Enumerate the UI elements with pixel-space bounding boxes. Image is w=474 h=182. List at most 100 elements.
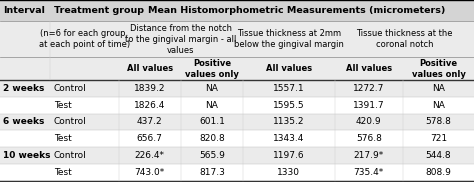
Bar: [118, 21, 181, 57]
Bar: [181, 97, 243, 114]
Text: 1135.2: 1135.2: [273, 117, 305, 126]
Bar: [0, 114, 50, 130]
Text: 721: 721: [430, 134, 447, 143]
Bar: [0, 21, 50, 57]
Bar: [0, 97, 50, 114]
Text: Positive
values only: Positive values only: [185, 59, 239, 79]
Text: 735.4*: 735.4*: [354, 168, 384, 177]
Bar: [0, 57, 50, 80]
Bar: [403, 21, 474, 57]
Bar: [118, 130, 181, 147]
Text: 576.8: 576.8: [356, 134, 382, 143]
Bar: [118, 97, 181, 114]
Text: Positive
values only: Positive values only: [411, 59, 465, 79]
Text: Control: Control: [54, 151, 86, 160]
Bar: [335, 57, 403, 80]
Bar: [243, 21, 335, 57]
Bar: [335, 130, 403, 147]
Text: Tissue thickness at 2mm
below the gingival margin: Tissue thickness at 2mm below the gingiv…: [234, 29, 344, 49]
Text: Test: Test: [54, 101, 72, 110]
Bar: [403, 164, 474, 181]
Bar: [181, 114, 243, 130]
Text: 1272.7: 1272.7: [353, 84, 384, 93]
Bar: [118, 80, 181, 97]
Text: Control: Control: [54, 117, 86, 126]
Bar: [181, 21, 243, 57]
Text: Test: Test: [54, 134, 72, 143]
Bar: [50, 97, 119, 114]
Text: Interval: Interval: [3, 6, 45, 15]
Text: 1330: 1330: [277, 168, 301, 177]
Text: 10 weeks: 10 weeks: [3, 151, 51, 160]
Bar: [50, 147, 119, 164]
Bar: [0, 0, 50, 21]
Bar: [118, 114, 181, 130]
Text: 817.3: 817.3: [199, 168, 225, 177]
Bar: [335, 97, 403, 114]
Text: (n=6 for each group,
at each point of time): (n=6 for each group, at each point of ti…: [39, 29, 130, 49]
Bar: [403, 80, 474, 97]
Bar: [243, 0, 335, 21]
Bar: [0, 80, 50, 97]
Bar: [181, 164, 243, 181]
Bar: [50, 80, 119, 97]
Text: Control: Control: [54, 84, 86, 93]
Text: 565.9: 565.9: [199, 151, 225, 160]
Text: Distance from the notch
to the gingival margin - all
values: Distance from the notch to the gingival …: [125, 23, 237, 55]
Text: Mean Histomorphometric Measurements (micrometers): Mean Histomorphometric Measurements (mic…: [147, 6, 445, 15]
Bar: [243, 147, 335, 164]
Text: All values: All values: [127, 64, 173, 73]
Text: 578.8: 578.8: [426, 117, 451, 126]
Bar: [243, 80, 335, 97]
Bar: [403, 97, 474, 114]
Bar: [403, 114, 474, 130]
Text: 1391.7: 1391.7: [353, 101, 384, 110]
Bar: [50, 21, 119, 57]
Text: 420.9: 420.9: [356, 117, 382, 126]
Text: 6 weeks: 6 weeks: [3, 117, 45, 126]
Bar: [403, 147, 474, 164]
Bar: [0, 147, 50, 164]
Bar: [335, 80, 403, 97]
Bar: [118, 57, 181, 80]
Bar: [181, 80, 243, 97]
Text: 1595.5: 1595.5: [273, 101, 305, 110]
Bar: [50, 57, 119, 80]
Text: 601.1: 601.1: [199, 117, 225, 126]
Bar: [50, 164, 119, 181]
Bar: [243, 164, 335, 181]
Text: 743.0*: 743.0*: [135, 168, 165, 177]
Text: Test: Test: [54, 168, 72, 177]
Bar: [0, 164, 50, 181]
Bar: [181, 0, 243, 21]
Bar: [118, 164, 181, 181]
Text: NA: NA: [432, 84, 445, 93]
Bar: [243, 114, 335, 130]
Bar: [335, 0, 403, 21]
Bar: [118, 0, 181, 21]
Bar: [243, 57, 335, 80]
Bar: [243, 130, 335, 147]
Bar: [50, 0, 119, 21]
Text: 217.9*: 217.9*: [354, 151, 384, 160]
Bar: [50, 114, 119, 130]
Text: All values: All values: [346, 64, 392, 73]
Bar: [181, 130, 243, 147]
Bar: [335, 147, 403, 164]
Text: NA: NA: [205, 101, 218, 110]
Text: 1839.2: 1839.2: [134, 84, 165, 93]
Text: NA: NA: [205, 84, 218, 93]
Bar: [181, 57, 243, 80]
Text: 226.4*: 226.4*: [135, 151, 164, 160]
Bar: [181, 147, 243, 164]
Bar: [0, 130, 50, 147]
Bar: [403, 57, 474, 80]
Bar: [50, 130, 119, 147]
Text: 1197.6: 1197.6: [273, 151, 305, 160]
Text: 437.2: 437.2: [137, 117, 163, 126]
Bar: [335, 114, 403, 130]
Text: Treatment group: Treatment group: [54, 6, 144, 15]
Bar: [335, 164, 403, 181]
Text: 808.9: 808.9: [426, 168, 451, 177]
Bar: [118, 147, 181, 164]
